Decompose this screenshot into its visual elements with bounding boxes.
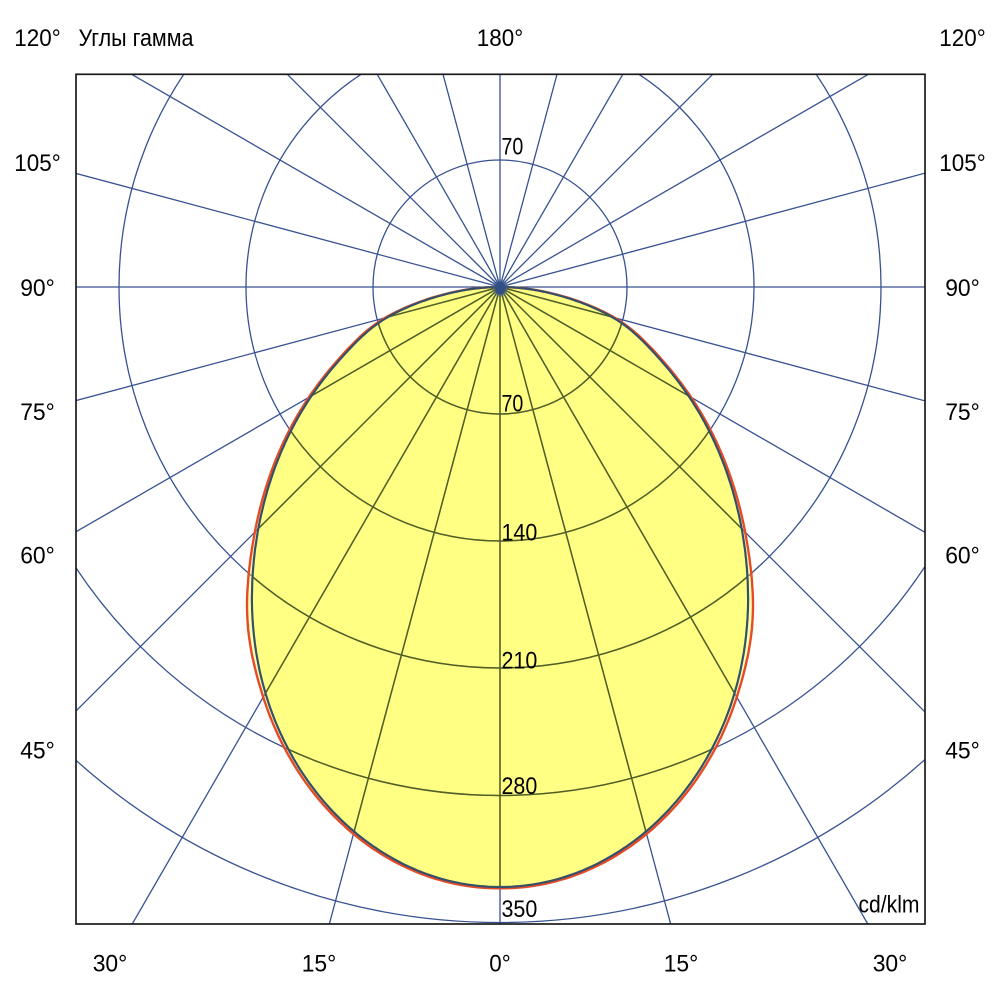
svg-text:0°: 0° [489, 950, 510, 977]
svg-text:15°: 15° [664, 950, 699, 977]
svg-text:30°: 30° [93, 950, 128, 977]
svg-text:60°: 60° [20, 543, 55, 570]
svg-text:105°: 105° [939, 150, 985, 177]
svg-text:120°: 120° [14, 25, 60, 52]
svg-text:45°: 45° [20, 738, 55, 765]
svg-text:120°: 120° [939, 25, 985, 52]
svg-text:30°: 30° [873, 950, 908, 977]
svg-text:210: 210 [502, 647, 538, 674]
svg-text:70: 70 [502, 391, 524, 418]
svg-text:70: 70 [502, 134, 524, 161]
svg-text:Углы гамма: Углы гамма [79, 25, 195, 52]
svg-text:75°: 75° [945, 399, 980, 426]
svg-text:350: 350 [502, 896, 538, 923]
svg-text:60°: 60° [945, 543, 980, 570]
svg-text:140: 140 [502, 519, 538, 546]
svg-text:90°: 90° [945, 275, 980, 302]
svg-text:cd/klm: cd/klm [859, 892, 920, 919]
svg-text:280: 280 [502, 773, 538, 800]
svg-text:75°: 75° [20, 399, 55, 426]
svg-text:45°: 45° [945, 738, 980, 765]
svg-text:105°: 105° [14, 150, 60, 177]
svg-text:15°: 15° [302, 950, 337, 977]
svg-text:90°: 90° [20, 275, 55, 302]
svg-text:180°: 180° [477, 25, 523, 52]
